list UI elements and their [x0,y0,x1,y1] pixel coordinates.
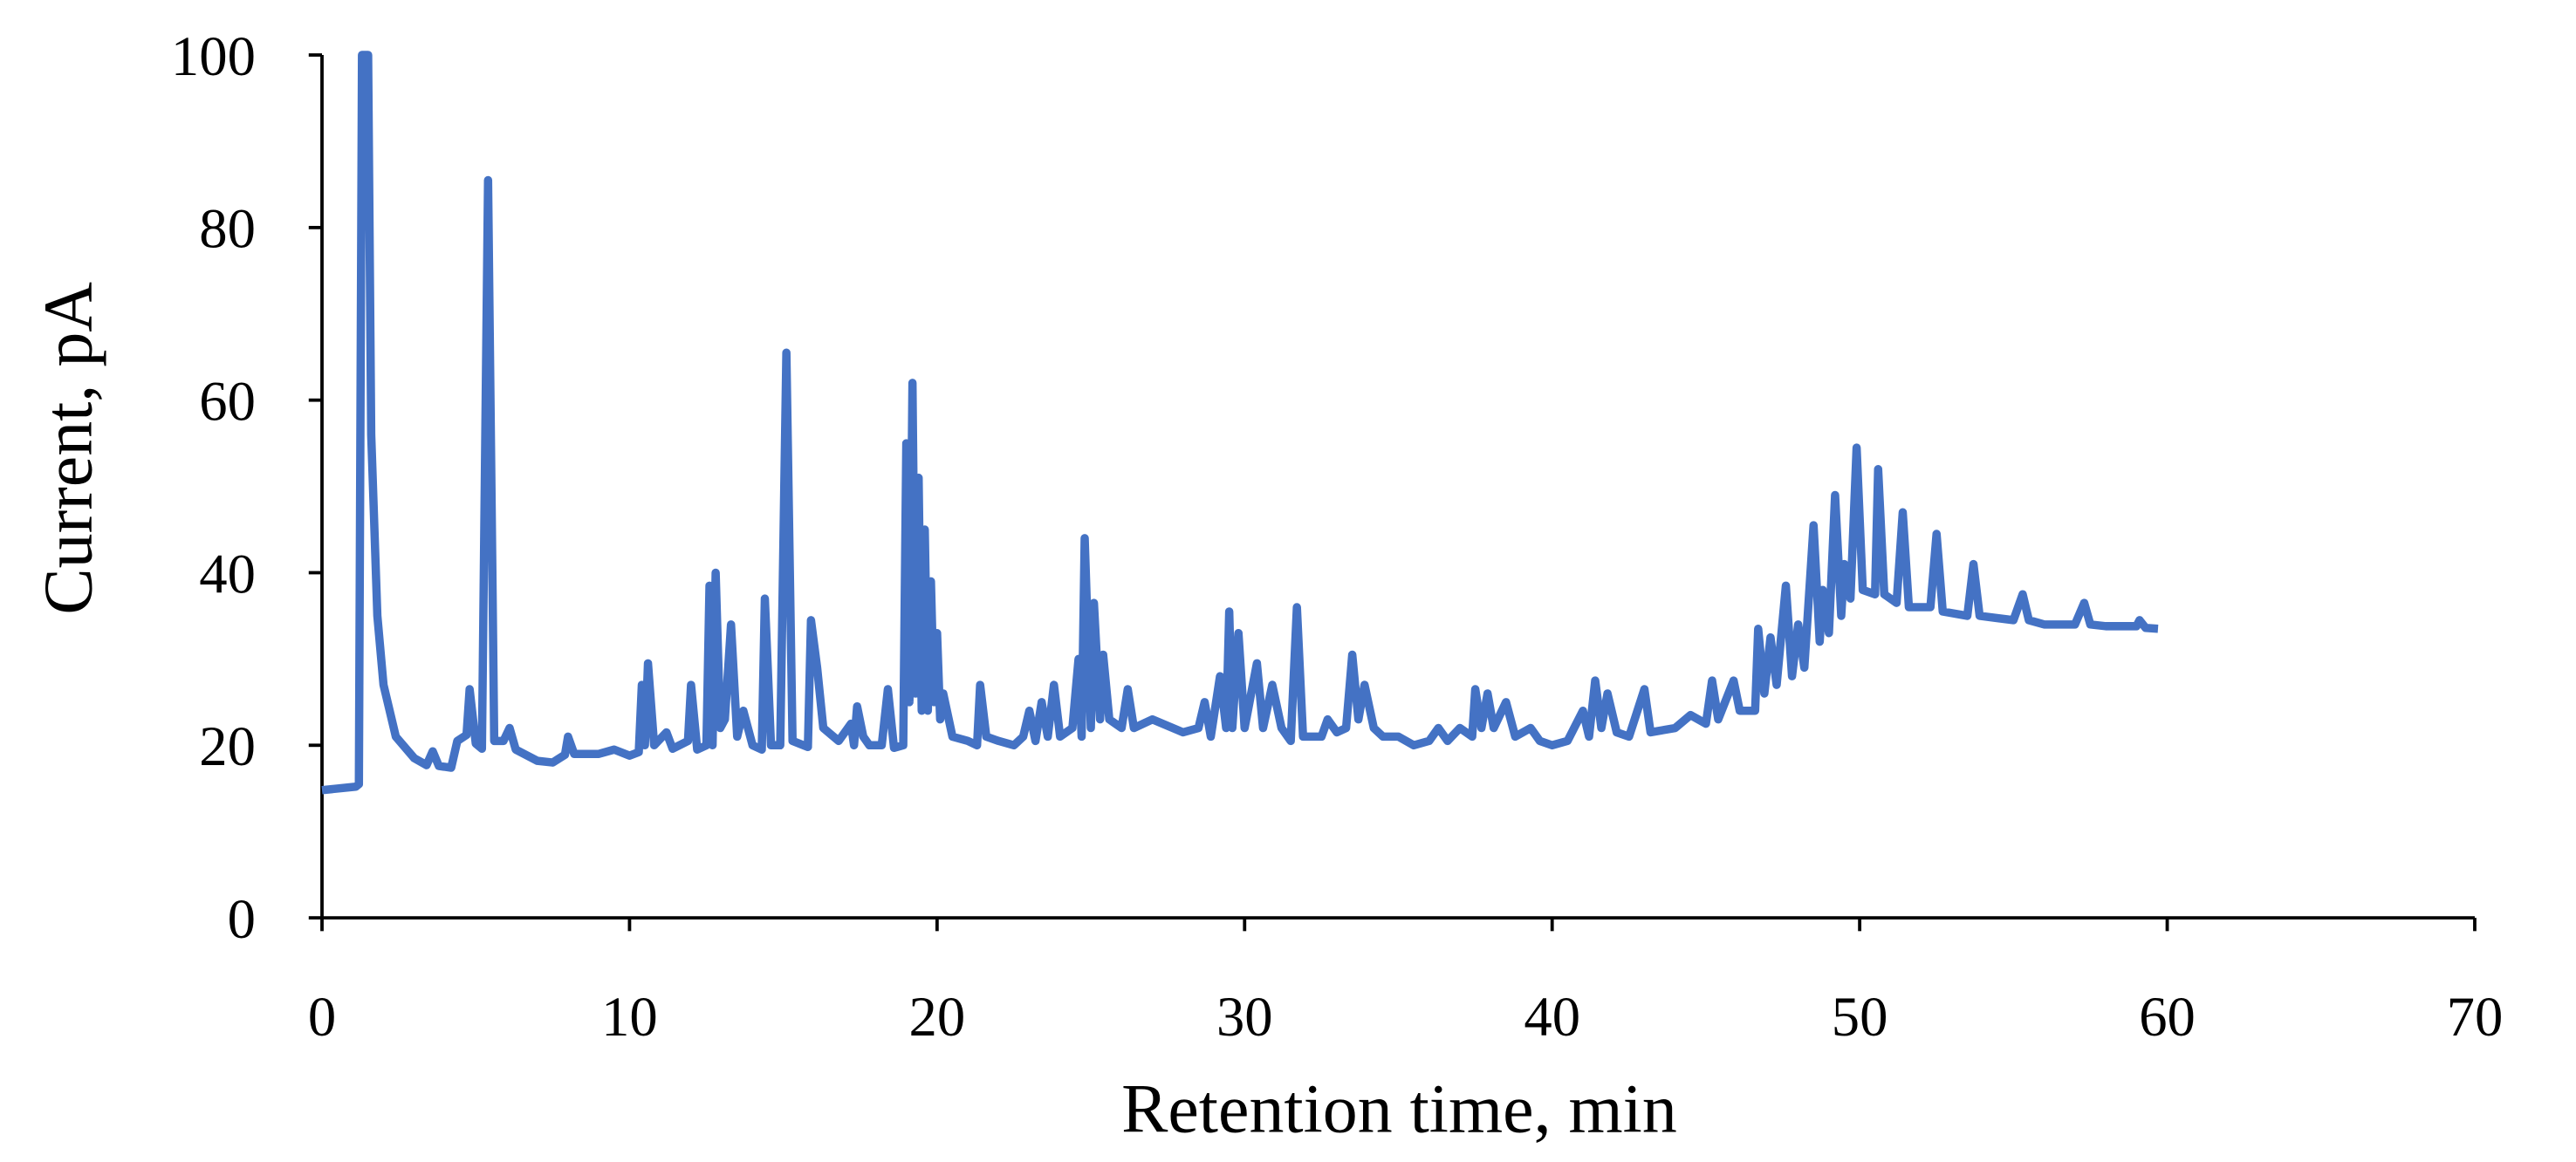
x-tick-label: 0 [308,985,336,1048]
x-tick-label: 40 [1524,985,1580,1048]
x-tick-label: 30 [1216,985,1273,1048]
y-tick-label: 20 [199,714,256,777]
x-tick-label: 60 [2139,985,2196,1048]
y-axis-label: Current, pA [31,282,107,615]
y-tick-label: 80 [199,197,256,260]
x-tick-label: 50 [1832,985,1888,1048]
y-tick-label: 100 [171,24,256,87]
x-tick-label: 10 [601,985,658,1048]
y-tick-label: 60 [199,370,256,433]
y-tick-label: 0 [228,887,256,950]
x-tick-label: 70 [2447,985,2504,1048]
y-tick-label: 40 [199,542,256,605]
x-tick-label: 20 [909,985,966,1048]
x-axis-label: Retention time, min [1121,1070,1677,1147]
data-line [321,51,2159,795]
